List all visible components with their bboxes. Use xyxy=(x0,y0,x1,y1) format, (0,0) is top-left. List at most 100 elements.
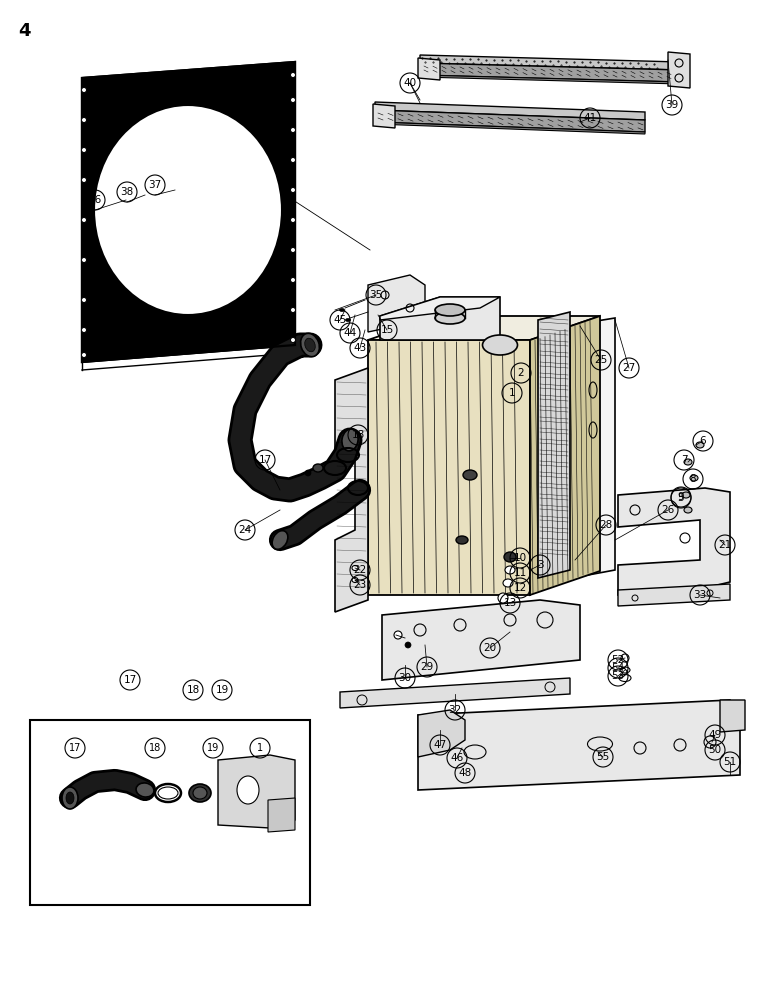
Text: 8: 8 xyxy=(689,474,696,484)
Ellipse shape xyxy=(682,492,690,498)
Ellipse shape xyxy=(66,792,74,804)
Text: 29: 29 xyxy=(421,662,434,672)
Text: 12: 12 xyxy=(513,583,527,593)
Text: 23: 23 xyxy=(354,580,367,590)
Polygon shape xyxy=(380,297,500,320)
Text: 37: 37 xyxy=(148,180,161,190)
Text: 18: 18 xyxy=(351,430,364,440)
Circle shape xyxy=(82,328,86,332)
Circle shape xyxy=(290,157,296,162)
Text: 55: 55 xyxy=(597,752,610,762)
Text: 52: 52 xyxy=(611,655,625,665)
Circle shape xyxy=(290,247,296,252)
Text: 17: 17 xyxy=(124,675,137,685)
Text: 32: 32 xyxy=(449,705,462,715)
Circle shape xyxy=(290,218,296,223)
Circle shape xyxy=(405,642,411,648)
Polygon shape xyxy=(375,110,645,132)
Text: 20: 20 xyxy=(483,643,496,653)
Circle shape xyxy=(290,338,296,342)
Text: 17: 17 xyxy=(69,743,81,753)
Ellipse shape xyxy=(136,783,154,797)
Text: 9: 9 xyxy=(678,492,684,502)
Text: 50: 50 xyxy=(709,745,722,755)
Text: 36: 36 xyxy=(88,195,102,205)
Polygon shape xyxy=(720,700,745,732)
Circle shape xyxy=(82,353,86,358)
Ellipse shape xyxy=(352,566,358,570)
Circle shape xyxy=(290,308,296,312)
Text: 47: 47 xyxy=(433,740,447,750)
Polygon shape xyxy=(380,297,500,340)
Text: 22: 22 xyxy=(354,565,367,575)
Text: 39: 39 xyxy=(665,100,679,110)
Polygon shape xyxy=(368,275,425,332)
Text: 45: 45 xyxy=(334,315,347,325)
Text: 13: 13 xyxy=(503,598,516,608)
Polygon shape xyxy=(572,318,615,578)
Text: 19: 19 xyxy=(215,685,229,695)
Text: 19: 19 xyxy=(207,743,219,753)
Polygon shape xyxy=(368,316,600,340)
Circle shape xyxy=(82,298,86,302)
Ellipse shape xyxy=(340,308,344,312)
Text: 28: 28 xyxy=(599,520,613,530)
Bar xyxy=(30,720,310,905)
Ellipse shape xyxy=(482,335,517,355)
Text: 33: 33 xyxy=(693,590,706,600)
Polygon shape xyxy=(373,104,395,128)
Text: 15: 15 xyxy=(381,325,394,335)
Ellipse shape xyxy=(463,470,477,480)
Polygon shape xyxy=(420,75,680,84)
Ellipse shape xyxy=(435,312,465,324)
Circle shape xyxy=(394,631,402,639)
Text: 11: 11 xyxy=(513,568,527,578)
Circle shape xyxy=(82,88,86,93)
Text: 27: 27 xyxy=(622,363,635,373)
Circle shape xyxy=(82,147,86,152)
Polygon shape xyxy=(218,755,295,828)
Polygon shape xyxy=(418,700,740,790)
Ellipse shape xyxy=(189,784,211,802)
Text: 4: 4 xyxy=(18,22,31,40)
Ellipse shape xyxy=(237,776,259,804)
Ellipse shape xyxy=(352,578,358,582)
Text: 24: 24 xyxy=(239,525,252,535)
Text: 6: 6 xyxy=(699,436,706,446)
Circle shape xyxy=(82,218,86,223)
Polygon shape xyxy=(530,316,600,595)
Text: 49: 49 xyxy=(709,730,722,740)
Ellipse shape xyxy=(690,475,698,481)
Ellipse shape xyxy=(346,318,350,322)
Text: 51: 51 xyxy=(723,757,736,767)
Ellipse shape xyxy=(504,552,516,562)
Circle shape xyxy=(305,470,311,476)
Polygon shape xyxy=(382,600,580,680)
Text: 26: 26 xyxy=(662,505,675,515)
Text: 17: 17 xyxy=(259,455,272,465)
Ellipse shape xyxy=(435,304,465,316)
Ellipse shape xyxy=(62,787,78,809)
Circle shape xyxy=(290,188,296,192)
Polygon shape xyxy=(418,710,465,757)
Ellipse shape xyxy=(342,429,358,451)
Polygon shape xyxy=(668,52,690,88)
Text: 46: 46 xyxy=(450,753,464,763)
Circle shape xyxy=(82,178,86,182)
Circle shape xyxy=(290,277,296,282)
Polygon shape xyxy=(420,55,680,70)
Polygon shape xyxy=(418,58,440,80)
Text: 41: 41 xyxy=(584,113,597,123)
Ellipse shape xyxy=(300,333,320,357)
Ellipse shape xyxy=(456,536,468,544)
Circle shape xyxy=(82,257,86,262)
Text: 35: 35 xyxy=(369,290,383,300)
Text: 40: 40 xyxy=(404,78,417,88)
Circle shape xyxy=(498,593,508,603)
Polygon shape xyxy=(82,62,295,362)
Text: 7: 7 xyxy=(681,455,687,465)
Polygon shape xyxy=(340,678,570,708)
Ellipse shape xyxy=(305,338,315,352)
Ellipse shape xyxy=(503,579,513,587)
Text: 18: 18 xyxy=(149,743,161,753)
